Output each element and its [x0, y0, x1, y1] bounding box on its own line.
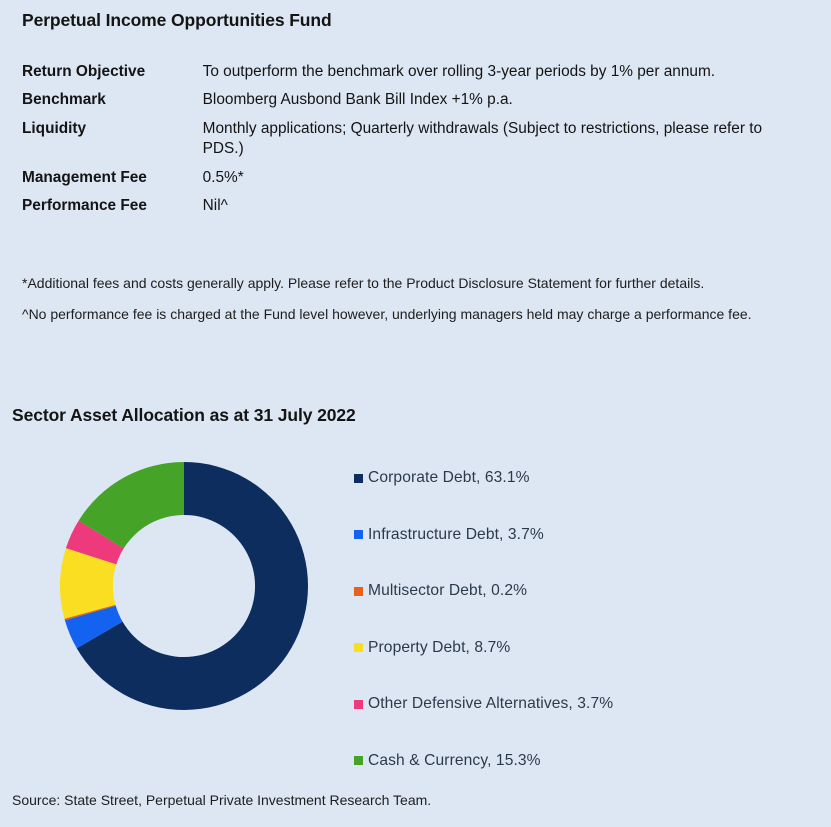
table-row: Performance Fee Nil^: [22, 196, 812, 224]
spec-value-performance-fee: Nil^: [202, 197, 228, 215]
fund-specification-table: Return Objective To outperform the bench…: [22, 62, 812, 225]
donut-slice: [65, 520, 124, 565]
spec-value-management-fee: 0.5%*: [202, 168, 244, 186]
footnotes-block: *Additional fees and costs generally app…: [22, 272, 812, 325]
legend-swatch-icon: [354, 756, 363, 766]
sector-asset-allocation-chart: Corporate Debt, 63.1% Infrastructure Deb…: [0, 450, 831, 768]
donut-chart: [59, 462, 308, 710]
spec-value-benchmark: Bloomberg Ausbond Bank Bill Index +1% p.…: [202, 91, 513, 109]
donut-slice-group: [59, 462, 308, 710]
list-item: Cash & Currency, 15.3%: [354, 733, 824, 790]
footnote-fees: *Additional fees and costs generally app…: [22, 275, 705, 291]
table-row: Benchmark Bloomberg Ausbond Bank Bill In…: [22, 90, 812, 118]
list-item: Multisector Debt, 0.2%: [354, 563, 824, 620]
legend-swatch-icon: [354, 530, 363, 540]
page-title: Perpetual Income Opportunities Fund: [22, 10, 332, 30]
legend-item-label: Cash & Currency, 15.3%: [368, 751, 541, 769]
legend-swatch-icon: [354, 699, 363, 709]
spec-label-return-objective: Return Objective: [22, 63, 146, 80]
legend-item-label: Corporate Debt, 63.1%: [368, 469, 530, 487]
spec-label-management-fee: Management Fee: [22, 168, 147, 186]
spec-label-performance-fee: Performance Fee: [22, 197, 147, 215]
footnote-performance-fee: ^No performance fee is charged at the Fu…: [22, 305, 752, 322]
spec-label-liquidity: Liquidity: [22, 119, 87, 137]
chart-section-heading: Sector Asset Allocation as at 31 July 20…: [12, 405, 356, 425]
table-row: Liquidity Monthly applications; Quarterl…: [22, 119, 812, 168]
list-item: Property Debt, 8.7%: [354, 620, 824, 677]
spec-value-liquidity: Monthly applications; Quarterly withdraw…: [202, 119, 763, 158]
spec-label-benchmark: Benchmark: [22, 91, 106, 109]
table-row: Return Objective To outperform the bench…: [22, 62, 812, 90]
list-item: Infrastructure Debt, 3.7%: [354, 507, 824, 564]
donut-slice: [64, 605, 123, 649]
legend-swatch-icon: [354, 586, 363, 596]
legend-swatch-icon: [354, 643, 363, 653]
legend-item-label: Multisector Debt, 0.2%: [368, 582, 528, 600]
chart-legend: Corporate Debt, 63.1% Infrastructure Deb…: [354, 450, 824, 789]
legend-item-label: Infrastructure Debt, 3.7%: [368, 525, 544, 543]
donut-slice: [76, 462, 308, 710]
legend-item-label: Other Defensive Alternatives, 3.7%: [368, 695, 614, 713]
spec-value-return-objective: To outperform the benchmark over rolling…: [202, 63, 716, 80]
spec-table-body: Return Objective To outperform the bench…: [22, 62, 812, 225]
legend-swatch-icon: [354, 473, 363, 483]
legend-item-label: Property Debt, 8.7%: [368, 638, 511, 656]
list-item: Corporate Debt, 63.1%: [354, 450, 824, 507]
donut-slice: [78, 462, 184, 549]
chart-source-note: Source: State Street, Perpetual Private …: [12, 792, 432, 808]
donut-slice: [64, 604, 116, 621]
list-item: Other Defensive Alternatives, 3.7%: [354, 676, 824, 733]
table-row: Management Fee 0.5%*: [22, 168, 812, 196]
donut-slice: [59, 548, 117, 619]
donut-chart-svg: [59, 462, 308, 710]
